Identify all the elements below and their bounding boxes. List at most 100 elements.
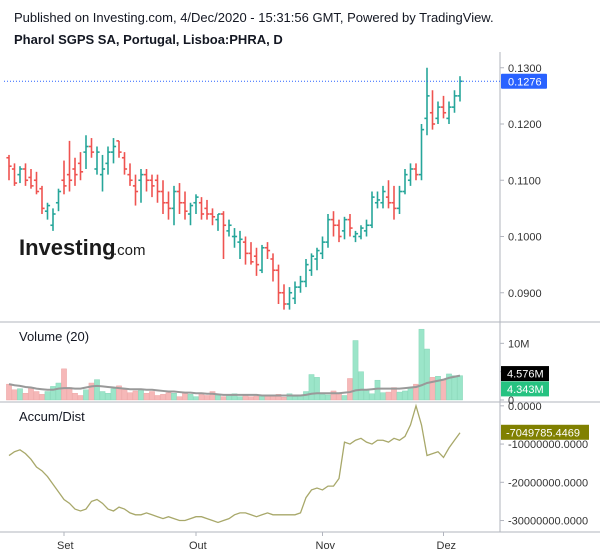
volume-bar [446, 373, 452, 401]
ohlc-bar [259, 244, 265, 274]
volume-bar [418, 328, 425, 401]
volume-bar [292, 396, 298, 401]
ohlc-bar [72, 157, 78, 186]
ohlc-bar [281, 284, 287, 310]
ohlc-bar [193, 194, 199, 214]
ohlc-bar [39, 185, 45, 214]
ohlc-bar [77, 152, 84, 181]
volume-bar [121, 389, 128, 401]
volume-bar [374, 379, 381, 401]
ad-tick-label: -20000000.0000 [508, 477, 588, 489]
ohlc-bar [297, 275, 304, 293]
volume-bar [209, 391, 216, 401]
volume-bar [231, 393, 238, 401]
ohlc-bar [369, 191, 375, 229]
ohlc-bar [402, 169, 408, 195]
ohlc-bar [17, 166, 23, 184]
ohlc-bar [413, 163, 419, 181]
ohlc-bar [105, 146, 111, 175]
volume-bar [105, 393, 111, 401]
volume-pane[interactable]: Volume (20) [6, 328, 463, 401]
volume-bar [330, 390, 337, 401]
volume-bar [72, 393, 78, 401]
ohlc-bar [385, 180, 392, 209]
ohlc-bar [176, 183, 183, 214]
volume-bar [110, 388, 117, 401]
ohlc-bar [440, 95, 447, 119]
ohlc-bar [165, 191, 172, 220]
ohlc-bar [358, 225, 364, 240]
volume-bar [127, 392, 133, 401]
ohlc-bar [319, 236, 326, 259]
ohlc-bar [154, 174, 161, 203]
accum-dist-pane[interactable]: Accum/Dist [8, 403, 461, 524]
time-tick-label: Set [57, 540, 74, 552]
ohlc-bar [94, 146, 100, 175]
volume-bar [363, 389, 370, 401]
accum-dist-line [8, 403, 461, 524]
ohlc-bar [182, 191, 188, 220]
volume-bar [61, 368, 67, 401]
volume-bar [28, 387, 34, 401]
volume-bar [193, 396, 199, 401]
ohlc-bar [435, 101, 441, 124]
price-axis[interactable]: 0.12760.13000.12000.11000.10000.090010M5… [500, 63, 589, 528]
investing-logo: Investing .com [19, 235, 146, 260]
volume-bar [237, 396, 243, 401]
ohlc-bar [330, 211, 337, 237]
volume-bar [440, 379, 447, 401]
ohlc-bar [226, 219, 232, 237]
time-axis[interactable]: Set Out Nov Dez [57, 532, 456, 552]
volume-bar [424, 348, 430, 401]
ohlc-bar [363, 219, 370, 237]
chart-header: Published on Investing.com, 4/Dec/2020 -… [0, 0, 600, 52]
volume-bar [336, 393, 342, 401]
volume-bar [22, 393, 29, 401]
volume-bar [44, 391, 51, 401]
price-tick-label: 0.1000 [508, 232, 542, 244]
price-tick-label: 0.0900 [508, 288, 542, 300]
ohlc-bar [380, 185, 386, 209]
ohlc-bar [149, 174, 155, 198]
volume-bar [391, 387, 397, 401]
volume-bar [451, 375, 458, 401]
time-tick-label: Dez [437, 540, 457, 552]
volume-bar [402, 390, 408, 401]
volume-bar [286, 393, 293, 401]
ohlc-bar [110, 138, 117, 164]
ad-last-tag [501, 424, 589, 440]
volume-bar [99, 391, 106, 401]
ohlc-bar [138, 169, 144, 203]
volume-title: Volume (20) [19, 329, 89, 344]
volume-bar [457, 375, 463, 401]
ohlc-bar [429, 90, 436, 130]
ohlc-bar [55, 188, 62, 212]
volume-bar [143, 393, 150, 401]
volume-bar [380, 392, 386, 401]
volume-bar [352, 340, 359, 401]
logo-suffix: .com [113, 242, 146, 259]
last-price-label: 0.1276 [508, 76, 542, 88]
ohlc-bar [33, 171, 40, 195]
ohlc-bar [204, 199, 210, 220]
volume-bar [11, 389, 18, 401]
volume-bar [435, 376, 441, 401]
volume-bar [171, 393, 177, 401]
volume-bar [396, 391, 403, 401]
ohlc-bar [286, 287, 293, 310]
volume-tag-ma-label: 4.576M [507, 369, 544, 381]
volume-bar [358, 371, 364, 401]
ohlc-bar [352, 230, 359, 243]
volume-bar [116, 385, 122, 401]
price-tick-label: 0.1300 [508, 63, 542, 75]
ohlc-bar [451, 90, 458, 113]
ohlc-bar [314, 247, 320, 271]
ad-tick-label: -30000000.0000 [508, 516, 588, 528]
volume-bar [138, 389, 144, 401]
volume-bar [275, 394, 282, 401]
ohlc-bar [127, 163, 133, 186]
price-pane[interactable] [4, 67, 500, 310]
volume-bar [88, 382, 95, 401]
volume-bar [33, 391, 40, 401]
